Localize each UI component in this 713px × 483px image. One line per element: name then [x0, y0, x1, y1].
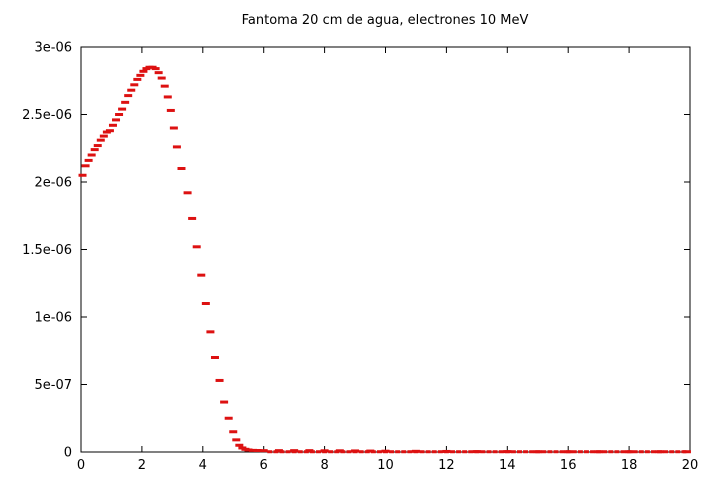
x-tick-label: 10 — [377, 458, 394, 473]
x-tick-label: 20 — [682, 458, 699, 473]
x-tick-label: 2 — [138, 458, 146, 473]
y-tick-label: 2e-06 — [34, 176, 72, 191]
chart-title: Fantoma 20 cm de agua, electrones 10 MeV — [242, 13, 529, 28]
data-series — [78, 65, 691, 454]
x-axis: 0 2 4 6 8 10 12 14 16 18 20 — [77, 47, 698, 473]
y-axis: 0 5e-07 1e-06 1.5e-06 2e-06 2.5e-06 3e-06 — [22, 41, 690, 461]
x-tick-label: 14 — [499, 458, 516, 473]
x-tick-label: 6 — [260, 458, 268, 473]
y-tick-label: 3e-06 — [34, 41, 72, 56]
y-tick-label: 2.5e-06 — [22, 108, 72, 123]
y-tick-label: 5e-07 — [34, 378, 72, 393]
plot-frame — [80, 46, 691, 453]
x-tick-label: 8 — [320, 458, 328, 473]
x-tick-label: 16 — [560, 458, 577, 473]
y-tick-label: 0 — [64, 446, 72, 461]
x-tick-label: 18 — [621, 458, 638, 473]
x-tick-label: 0 — [77, 458, 85, 473]
x-tick-label: 4 — [199, 458, 207, 473]
x-tick-label: 12 — [438, 458, 455, 473]
y-tick-label: 1e-06 — [34, 311, 72, 326]
y-tick-label: 1.5e-06 — [22, 243, 72, 258]
